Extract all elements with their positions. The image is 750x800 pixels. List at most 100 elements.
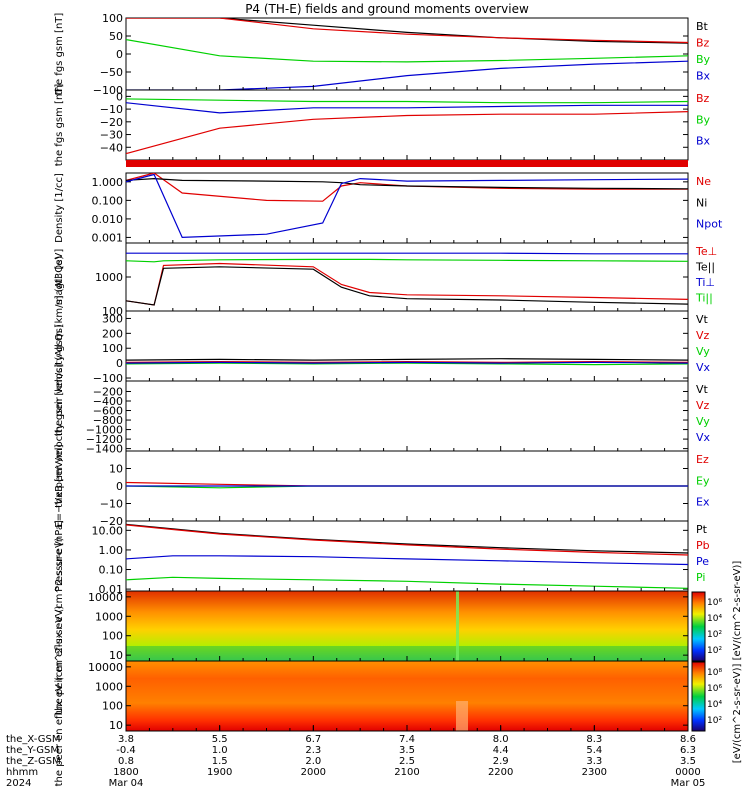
x-gsm-label: 6.7: [305, 734, 321, 745]
panel-frame: [125, 172, 689, 244]
y-tick-label: 0: [116, 357, 123, 370]
z-gsm-label: 3.5: [680, 756, 696, 767]
y-gsm-label: -0.4: [116, 745, 136, 756]
colorbar-label: [eV/(cm^2-s-sr-eV)] [eV/(cm^2-s-sr-eV)]: [732, 561, 743, 764]
colorbar-bottom: [691, 661, 706, 732]
plot-title: P4 (TH-E) fields and ground moments over…: [245, 2, 529, 16]
legend-label: Bz: [696, 92, 710, 105]
y-tick-label: −600: [93, 405, 123, 418]
series-line-Bz: [126, 111, 688, 155]
y-tick-label: −100: [93, 372, 123, 385]
y-tick-label: 0: [116, 90, 123, 103]
y-axis-label: magt3 [eV]: [54, 249, 65, 306]
x-gsm-label: 8.3: [586, 734, 602, 745]
legend-label: Vx: [696, 361, 711, 374]
series-line-Pb: [126, 524, 688, 556]
x-axis-row-label: 2024: [6, 778, 31, 789]
legend-label: Pi: [696, 571, 705, 584]
legend-label: Ti||: [695, 292, 713, 305]
y-tick-label: 0.10: [99, 564, 124, 577]
series-line-Te: [126, 266, 688, 306]
colorbar-tick-label: 10⁴: [707, 614, 722, 624]
y-gsm-label: 5.4: [586, 745, 602, 756]
series-line-Ne: [126, 173, 688, 202]
colorbar-tick-label: 10²: [707, 646, 722, 656]
x-axis-row-label: the_X-GSM: [6, 734, 60, 745]
colorbar: 10⁶ 10⁴ 10² 10² 10⁸ 10⁶ 10⁴ 10² [eV/(cm^2-s-sr-e…: [691, 561, 743, 764]
colorbar-tick-label: 10⁸: [707, 668, 722, 678]
y-axis-label: the peir en eflux eV (cm^2-s-sr-eV): [54, 537, 65, 714]
legend-label: Bz: [696, 37, 710, 50]
spectrogram-gap: [456, 701, 468, 731]
y-tick-label: −10: [100, 498, 123, 511]
series-line-By: [126, 98, 688, 104]
y-tick-label: 100: [102, 342, 123, 355]
series-line-Ti: [126, 258, 688, 263]
time-tick-label: 2200: [488, 767, 513, 778]
legend-label: Te||: [695, 261, 715, 274]
series-line-Pt: [126, 523, 688, 554]
colorbar-top: [691, 591, 706, 662]
x-axis-row-label: the_Y-GSM: [6, 745, 59, 756]
y-tick-label: 100: [102, 700, 123, 713]
x-gsm-label: 7.4: [399, 734, 415, 745]
panel-9: 10000 1000 100 10 the peir en eflux eV (cm^2…: [54, 537, 689, 715]
y-tick-label: −30: [100, 129, 123, 142]
panel-frame: [125, 310, 689, 382]
legend-label: Ne: [696, 175, 711, 188]
y-tick-label: 10: [109, 649, 123, 662]
legend-label: Ti⊥: [695, 276, 715, 289]
series-line-By: [126, 39, 688, 63]
y-tick-label: −100: [93, 84, 123, 97]
panel-2: 0−10−20−30−40 the fgs gsm [nT] Bz By Bx: [54, 84, 711, 167]
series-line-Bt: [126, 18, 688, 44]
y-tick-label: 0.01: [99, 583, 124, 596]
legend-label: Vz: [696, 329, 710, 342]
time-tick-label: 2000: [301, 767, 326, 778]
y-tick-label: 1000: [95, 271, 123, 284]
series-line-Ni: [126, 177, 688, 190]
series-line-Bx: [126, 102, 688, 114]
colorbar-tick-label: 10²: [707, 630, 722, 640]
spectrogram-low-band: [126, 646, 688, 661]
time-tick-label: 2300: [582, 767, 607, 778]
panel-8: 10.00 1.00 0.10 0.01 Pressure [nPa] Pt Pb Pe Pi: [54, 520, 710, 596]
y-tick-label: 50: [109, 30, 123, 43]
panel-frame: [125, 380, 689, 452]
y-tick-label: 100: [102, 12, 123, 25]
x-gsm-label: 5.5: [212, 734, 228, 745]
y-tick-label: −20: [100, 515, 123, 528]
series-line-Ti: [126, 252, 688, 255]
y-axis-label: the peer en eflux eV (cm^2-s-sr-eV): [54, 606, 65, 787]
series-line-Vy: [126, 362, 688, 366]
y-tick-label: 200: [102, 327, 123, 340]
series-line-Vx: [126, 361, 688, 364]
y-axis-label: the fgs gsm [nT]: [54, 84, 65, 167]
y-tick-label: −200: [93, 385, 123, 398]
series-line-Vt: [126, 358, 688, 361]
y-axis-label: the peer velocity gsm [km/s] (All Qs): [54, 324, 65, 508]
y-tick-label: 10.00: [92, 524, 124, 537]
panel-4: 1000 100 magt3 [eV] Te⊥ Te|| Ti⊥ Ti||: [54, 242, 717, 318]
z-gsm-label: 3.3: [586, 756, 602, 767]
panel-7: 10 0 −10 −20 E=−VxB [mV/m] Ez Ey Ex: [54, 444, 710, 528]
spectrogram-spike: [456, 591, 459, 661]
legend-label: Ez: [696, 453, 709, 466]
y-tick-label: 100: [102, 630, 123, 643]
x-gsm-label: 8.6: [680, 734, 696, 745]
legend-label: Bt: [696, 20, 709, 33]
panel-1: 100 50 0 −50 −100 the fgs gsm [nT] Bt Bz By Bx: [54, 12, 711, 97]
z-gsm-label: 2.0: [305, 756, 321, 767]
legend-label: Pb: [696, 539, 710, 552]
legend-label: Pt: [696, 523, 708, 536]
y-axis-label: the peir velocity gsm [km/s] (All Qs): [54, 256, 65, 437]
legend-label: Vt: [696, 383, 709, 396]
y-tick-label: −10: [100, 103, 123, 116]
series-line-Bx: [126, 60, 688, 90]
y-tick-label: 10000: [88, 591, 123, 604]
y-tick-label: −400: [93, 395, 123, 408]
y-axis-label: Pressure [nPa]: [54, 520, 65, 592]
